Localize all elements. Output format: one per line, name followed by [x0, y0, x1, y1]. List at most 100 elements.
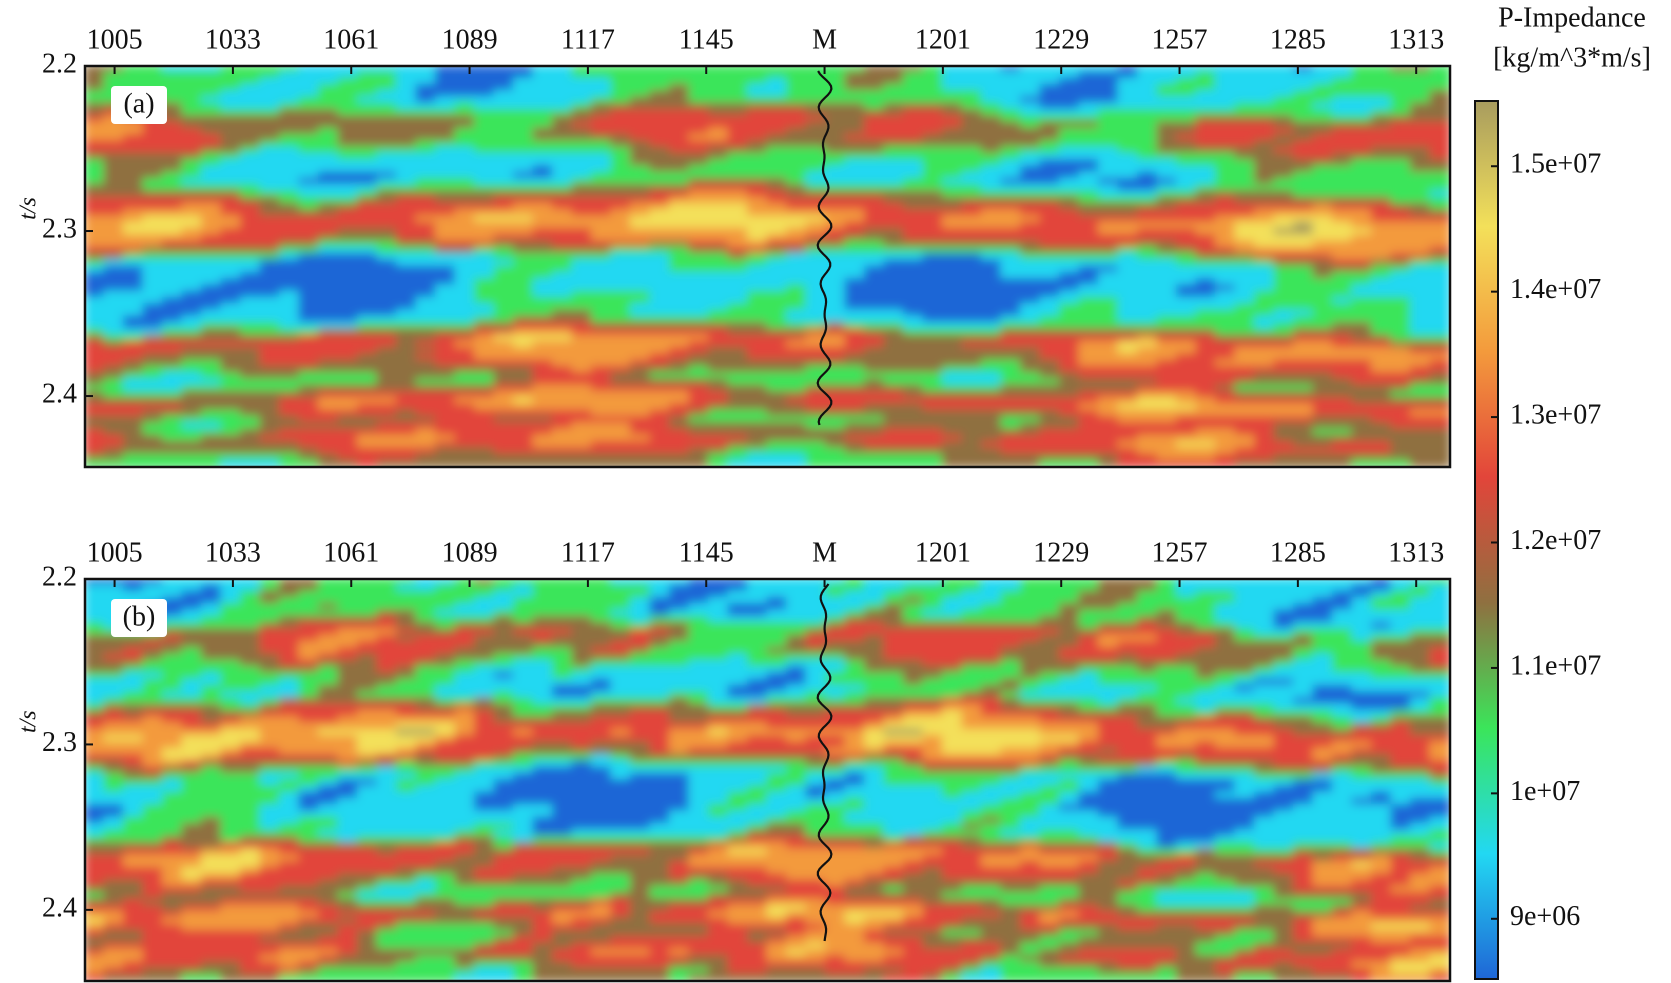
- image-cell: [435, 278, 457, 287]
- image-cell: [1176, 171, 1198, 180]
- image-cell: [474, 284, 496, 293]
- image-cell: [864, 184, 886, 193]
- image-cell: [961, 121, 983, 130]
- image-cell: [922, 234, 944, 243]
- image-cell: [1195, 196, 1217, 205]
- image-cell: [181, 772, 203, 781]
- image-cell: [318, 422, 340, 431]
- image-cell: [1390, 146, 1412, 155]
- image-cell: [396, 227, 418, 237]
- image-cell: [591, 102, 613, 111]
- image-cell: [318, 102, 340, 111]
- image-cell: [688, 259, 710, 268]
- image-cell: [942, 77, 964, 86]
- image-cell: [942, 378, 964, 387]
- image-cell: [1273, 83, 1295, 93]
- image-cell: [123, 854, 145, 863]
- image-cell: [1059, 165, 1081, 174]
- image-cell: [1020, 340, 1042, 349]
- image-cell: [1429, 209, 1450, 218]
- image-cell: [1098, 196, 1120, 205]
- image-cell: [1020, 66, 1042, 74]
- image-cell: [513, 334, 535, 343]
- image-cell: [1156, 83, 1178, 93]
- image-cell: [747, 459, 769, 467]
- image-cell: [123, 121, 145, 130]
- image-cell: [298, 66, 320, 74]
- image-cell: [1429, 447, 1450, 456]
- image-cell: [435, 158, 457, 168]
- image-cell: [454, 115, 476, 124]
- image-cell: [1098, 315, 1120, 324]
- image-cell: [610, 184, 632, 193]
- image-cell: [513, 115, 535, 124]
- image-cell: [415, 152, 437, 161]
- image-cell: [1332, 271, 1354, 281]
- image-cell: [591, 83, 613, 93]
- image-cell: [279, 77, 301, 86]
- image-cell: [513, 252, 535, 262]
- image-cell: [181, 854, 203, 863]
- image-cell: [1117, 340, 1139, 349]
- image-cell: [805, 284, 827, 293]
- image-cell: [610, 447, 632, 456]
- image-cell: [1254, 378, 1276, 387]
- image-cell: [1312, 409, 1334, 418]
- image-cell: [318, 127, 340, 136]
- image-cell: [85, 873, 106, 882]
- image-cell: [1429, 328, 1450, 337]
- image-cell: [103, 177, 125, 187]
- image-cell: [1000, 434, 1022, 443]
- image-cell: [805, 290, 827, 299]
- image-cell: [1312, 171, 1334, 180]
- image-cell: [201, 848, 223, 857]
- image-cell: [1429, 440, 1450, 450]
- image-cell: [1098, 397, 1120, 406]
- image-cell: [864, 428, 886, 437]
- image-cell: [1254, 96, 1276, 105]
- image-cell: [201, 353, 223, 362]
- image-cell: [688, 246, 710, 255]
- image-cell: [357, 83, 379, 93]
- image-cell: [1059, 246, 1081, 255]
- image-cell: [649, 83, 671, 93]
- image-cell: [688, 240, 710, 249]
- image-cell: [181, 954, 203, 964]
- image-cell: [181, 873, 203, 882]
- image-cell: [1020, 328, 1042, 337]
- image-cell: [825, 66, 847, 74]
- image-cell: [942, 202, 964, 212]
- image-cell: [279, 121, 301, 130]
- image-cell: [357, 321, 379, 331]
- image-cell: [1020, 165, 1042, 174]
- image-cell: [1176, 359, 1198, 368]
- image-cell: [1351, 309, 1373, 318]
- image-cell: [1000, 127, 1022, 136]
- image-cell: [1195, 278, 1217, 287]
- image-cell: [571, 140, 593, 149]
- image-cell: [981, 384, 1003, 393]
- image-cell: [961, 440, 983, 450]
- image-cell: [1020, 334, 1042, 343]
- image-cell: [649, 346, 671, 356]
- image-cell: [981, 133, 1003, 143]
- image-cell: [376, 434, 398, 443]
- image-cell: [1293, 165, 1315, 174]
- image-cell: [357, 202, 379, 212]
- image-cell: [610, 158, 632, 168]
- image-cell: [220, 596, 242, 606]
- image-cell: [610, 353, 632, 362]
- image-cell: [279, 397, 301, 406]
- image-cell: [85, 271, 106, 281]
- image-cell: [123, 766, 145, 775]
- image-cell: [1234, 422, 1256, 431]
- image-cell: [532, 422, 554, 431]
- image-cell: [318, 234, 340, 243]
- image-cell: [435, 196, 457, 205]
- image-cell: [201, 90, 223, 99]
- image-cell: [1390, 390, 1412, 400]
- image-cell: [201, 415, 223, 425]
- image-cell: [376, 328, 398, 337]
- image-cell: [298, 334, 320, 343]
- image-cell: [1078, 296, 1100, 306]
